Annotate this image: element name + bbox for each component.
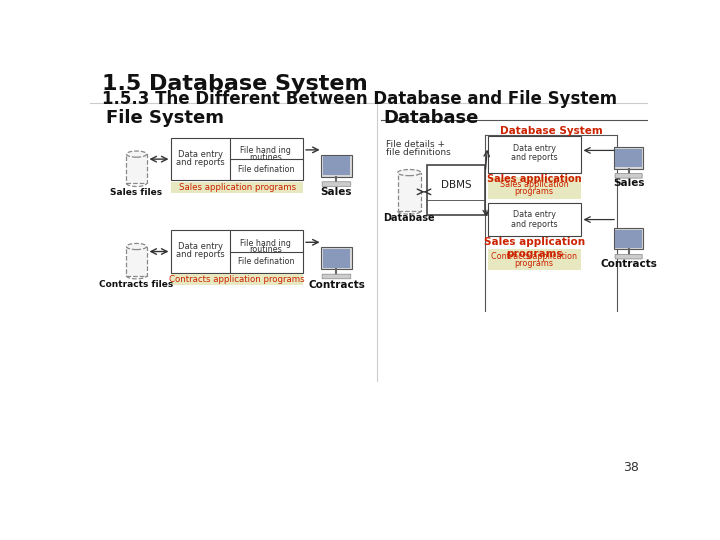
Bar: [127, 154, 147, 184]
Bar: [487, 136, 580, 173]
Text: File defination: File defination: [238, 257, 294, 266]
Bar: [616, 230, 642, 248]
Text: Contracts: Contracts: [600, 259, 657, 269]
FancyBboxPatch shape: [615, 173, 642, 178]
Text: Sales application programs: Sales application programs: [179, 183, 296, 192]
Text: file definitions: file definitions: [386, 148, 451, 157]
Bar: [616, 149, 642, 167]
Text: File details +: File details +: [386, 140, 445, 150]
FancyBboxPatch shape: [322, 274, 351, 279]
Text: Database: Database: [383, 110, 478, 127]
Bar: [127, 247, 147, 276]
Text: Sales application: Sales application: [500, 180, 568, 190]
Bar: [427, 165, 485, 215]
Bar: [487, 177, 580, 199]
FancyBboxPatch shape: [322, 182, 351, 186]
Text: Sales application
programs: Sales application programs: [484, 237, 585, 259]
Text: and reports: and reports: [176, 158, 225, 167]
Bar: [397, 173, 421, 211]
Text: Data entry: Data entry: [179, 150, 223, 159]
Text: Contracts application programs: Contracts application programs: [169, 275, 305, 284]
Ellipse shape: [127, 151, 147, 157]
FancyBboxPatch shape: [321, 247, 352, 269]
Bar: [323, 248, 351, 268]
Bar: [171, 231, 303, 273]
Text: 1.5.3 The Different Between Database and File System: 1.5.3 The Different Between Database and…: [102, 90, 617, 108]
Text: 1.5 Database System: 1.5 Database System: [102, 74, 367, 94]
Text: Contracts: Contracts: [308, 280, 365, 289]
Text: DBMS: DBMS: [441, 180, 472, 190]
Text: Database System: Database System: [500, 126, 603, 137]
Text: Sales application: Sales application: [487, 174, 581, 184]
Text: and reports: and reports: [510, 220, 557, 229]
Text: routines: routines: [250, 153, 282, 162]
FancyBboxPatch shape: [615, 254, 642, 259]
Bar: [323, 156, 351, 175]
Bar: [171, 274, 303, 285]
Text: routines: routines: [250, 246, 282, 254]
Text: Data entry: Data entry: [513, 144, 556, 153]
Text: and reports: and reports: [510, 153, 557, 163]
Text: Sales: Sales: [320, 187, 352, 197]
Bar: [487, 249, 580, 271]
Text: File hand ing: File hand ing: [240, 146, 292, 155]
Text: Sales files: Sales files: [110, 188, 163, 197]
Text: programs: programs: [515, 259, 554, 268]
Text: Data entry: Data entry: [513, 210, 556, 219]
FancyBboxPatch shape: [614, 147, 644, 168]
Ellipse shape: [127, 244, 147, 249]
Bar: [171, 182, 303, 193]
Text: Sales: Sales: [613, 178, 644, 188]
FancyBboxPatch shape: [614, 228, 644, 249]
Text: File defination: File defination: [238, 165, 294, 174]
Text: Data entry: Data entry: [179, 242, 223, 252]
Text: 38: 38: [623, 462, 639, 475]
Bar: [487, 204, 580, 236]
FancyBboxPatch shape: [321, 154, 352, 177]
Text: File System: File System: [106, 110, 223, 127]
Text: Contracts files: Contracts files: [99, 280, 174, 289]
Text: Contracts application: Contracts application: [491, 252, 577, 261]
Bar: [171, 138, 303, 180]
Text: and reports: and reports: [176, 250, 225, 259]
Text: File hand ing: File hand ing: [240, 239, 292, 247]
Ellipse shape: [397, 170, 421, 176]
Text: Database: Database: [384, 213, 435, 224]
Text: programs: programs: [515, 187, 554, 197]
